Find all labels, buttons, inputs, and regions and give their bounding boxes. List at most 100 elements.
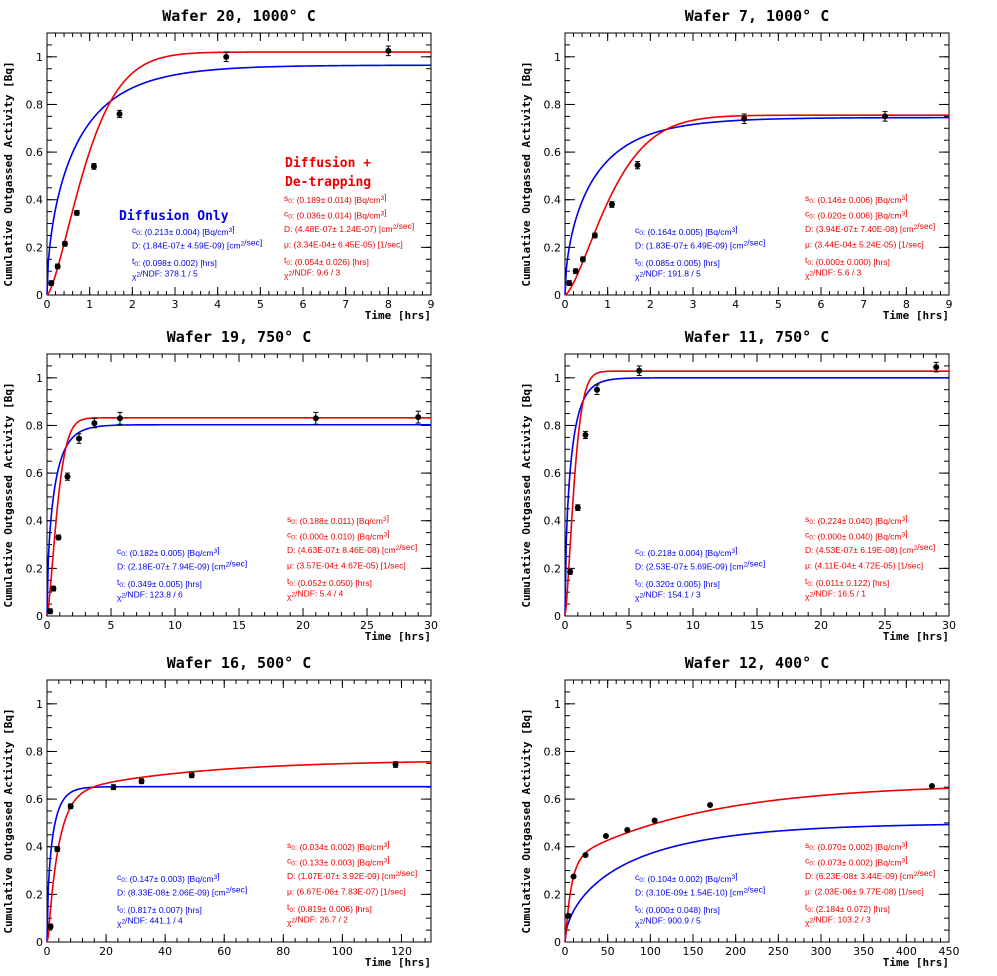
detrapping-fit-parameter: μ: (2.03E-06± 9.77E-08) [1/sec] <box>805 887 924 897</box>
detrapping-fit-parameter: s0: (0.188± 0.011) [Bq/cm3] <box>287 513 389 526</box>
detrapping-fit-parameter: D: (4.63E-07± 8.46E-08) [cm2/sec] <box>287 542 417 555</box>
diffusion-fit-parameter: t0: (0.098± 0.002) [hrs] <box>132 256 217 268</box>
y-axis-label: Cumulative Outgassed Activity [Bq] <box>2 382 15 607</box>
detrapping-fit-parameter: t0: (0.011± 0.122) [hrs] <box>805 576 889 588</box>
y-tick-label: 0.8 <box>26 419 44 432</box>
y-tick-label: 1 <box>554 372 561 385</box>
x-tick-label: 15 <box>232 619 246 632</box>
x-tick-label: 25 <box>878 619 892 632</box>
data-point <box>48 280 55 287</box>
detrapping-fit-parameter: s0: (0.034± 0.002) [Bq/cm3] <box>287 839 390 852</box>
data-point <box>582 852 589 859</box>
x-tick-label: 0 <box>44 298 51 311</box>
diffusion-detrapping-label: Diffusion + <box>285 156 371 171</box>
y-tick-label: 0.6 <box>544 146 562 159</box>
data-point <box>933 364 940 371</box>
x-axis-label: Time [hrs] <box>365 630 431 643</box>
y-tick-label: 0 <box>36 289 43 302</box>
plot-frame <box>564 32 950 296</box>
data-point <box>67 803 74 810</box>
y-tick-label: 0.6 <box>544 793 562 806</box>
detrapping-fit-curve <box>46 417 431 617</box>
data-point <box>579 256 586 263</box>
detrapping-fit-parameter: c0: (0.000± 0.040) [Bq/cm3] <box>805 529 908 542</box>
x-tick-label: 0 <box>44 619 51 632</box>
x-tick-label: 0 <box>44 945 51 958</box>
plot-frame <box>46 353 432 617</box>
data-point <box>61 240 68 247</box>
x-tick-label: 20 <box>99 945 113 958</box>
data-point <box>54 263 61 270</box>
data-point <box>565 912 572 919</box>
data-point <box>566 280 573 287</box>
x-tick-label: 10 <box>168 619 182 632</box>
data-point <box>415 414 422 421</box>
panel-4: Wafer 11, 750° C 0 5 10 15 20 25 30 0 0.2 0.4 0.6 0.… <box>520 328 956 643</box>
x-tick-label: 4 <box>732 298 739 311</box>
diffusion-fit-parameter: t0: (0.320± 0.005) [hrs] <box>635 577 720 589</box>
detrapping-fit-parameter: χ2/NDF: 9.6 / 3 <box>284 268 341 281</box>
diffusion-detrapping-label-2: De-trapping <box>285 175 371 190</box>
diffusion-fit-curve <box>564 377 949 617</box>
y-tick-label: 1 <box>554 698 561 711</box>
y-axis-label: Cumulative Outgassed Activity [Bq] <box>2 61 15 286</box>
x-tick-label: 15 <box>750 619 764 632</box>
data-point <box>594 386 600 393</box>
x-tick-label: 5 <box>775 298 782 311</box>
y-tick-label: 1 <box>36 51 43 64</box>
data-point <box>651 817 658 824</box>
detrapping-fit-parameter: t0: (0.054± 0.026) [hrs] <box>284 255 369 267</box>
detrapping-fit-parameter: D: (6.23E-08± 3.44E-09) [cm2/sec] <box>805 868 935 881</box>
y-tick-label: 0.4 <box>26 194 44 207</box>
y-tick-label: 0.4 <box>544 515 562 528</box>
x-tick-label: 250 <box>768 945 789 958</box>
panel-6: Wafer 12, 400° C 0 50 100 150 200 250 300 350 400… <box>520 654 960 969</box>
data-point <box>47 608 54 615</box>
detrapping-fit-parameter: D: (4.48E-07± 1.24E-07) [cm2/sec] <box>284 221 414 234</box>
y-tick-label: 0 <box>554 936 561 949</box>
x-tick-label: 5 <box>108 619 115 632</box>
x-axis-label: Time [hrs] <box>883 956 949 969</box>
detrapping-fit-parameter: D: (4.53E-07± 6.19E-08) [cm2/sec] <box>805 542 935 555</box>
y-tick-label: 0.8 <box>544 745 562 758</box>
x-axis-label: Time [hrs] <box>883 630 949 643</box>
detrapping-fit-curve <box>564 370 949 617</box>
x-tick-label: 350 <box>853 945 874 958</box>
chart-title: Wafer 19, 750° C <box>167 328 312 346</box>
y-axis-label: Cumulative Outgassed Activity [Bq] <box>520 708 533 933</box>
detrapping-fit-parameter: μ: (6.67E-06± 7.83E-07) [1/sec] <box>287 887 406 897</box>
x-tick-label: 1 <box>86 298 93 311</box>
diffusion-fit-parameter: D: (2.18E-07± 7.94E-09) [cm2/sec] <box>117 559 247 572</box>
detrapping-fit-parameter: μ: (3.34E-04± 6.45E-05) [1/sec] <box>284 240 403 250</box>
panel-3: Wafer 19, 750° C 0 5 10 15 20 25 30 0 0.2 0.4 0.6 0.… <box>2 328 438 643</box>
x-tick-label: 20 <box>814 619 828 632</box>
detrapping-fit-parameter: s0: (0.189± 0.014) [Bq/cm3] <box>284 192 387 205</box>
chart-title: Wafer 7, 1000° C <box>685 7 830 25</box>
x-tick-label: 8 <box>385 298 392 311</box>
x-tick-label: 200 <box>725 945 746 958</box>
panel-2: Wafer 7, 1000° C 0 1 2 3 4 5 6 7 8 9 0 0.2 0.4 0.6 0.8 1… <box>520 7 953 322</box>
x-tick-label: 100 <box>332 945 353 958</box>
y-tick-label: 0.6 <box>26 467 44 480</box>
diffusion-fit-parameter: χ2/NDF: 154.1 / 3 <box>635 590 701 603</box>
y-tick-label: 0.2 <box>544 888 562 901</box>
y-tick-label: 1 <box>36 698 43 711</box>
data-point <box>76 435 82 442</box>
detrapping-fit-curve <box>46 51 431 296</box>
data-point <box>91 420 98 427</box>
chart-title: Wafer 20, 1000° C <box>162 7 316 25</box>
x-axis-label: Time [hrs] <box>365 309 431 322</box>
x-tick-label: 80 <box>276 945 290 958</box>
y-tick-label: 0.4 <box>544 194 562 207</box>
diffusion-fit-parameter: χ2/NDF: 378.1 / 5 <box>132 269 198 282</box>
data-point <box>634 162 641 169</box>
diffusion-fit-parameter: χ2/NDF: 441.1 / 4 <box>117 916 183 929</box>
x-tick-label: 25 <box>360 619 374 632</box>
x-tick-label: 30 <box>424 619 438 632</box>
x-tick-label: 7 <box>342 298 349 311</box>
data-point <box>574 504 581 511</box>
data-point <box>50 585 57 592</box>
x-tick-label: 10 <box>686 619 700 632</box>
x-tick-label: 40 <box>158 945 172 958</box>
detrapping-fit-parameter: c0: (0.020± 0.006) [Bq/cm3] <box>805 208 908 221</box>
